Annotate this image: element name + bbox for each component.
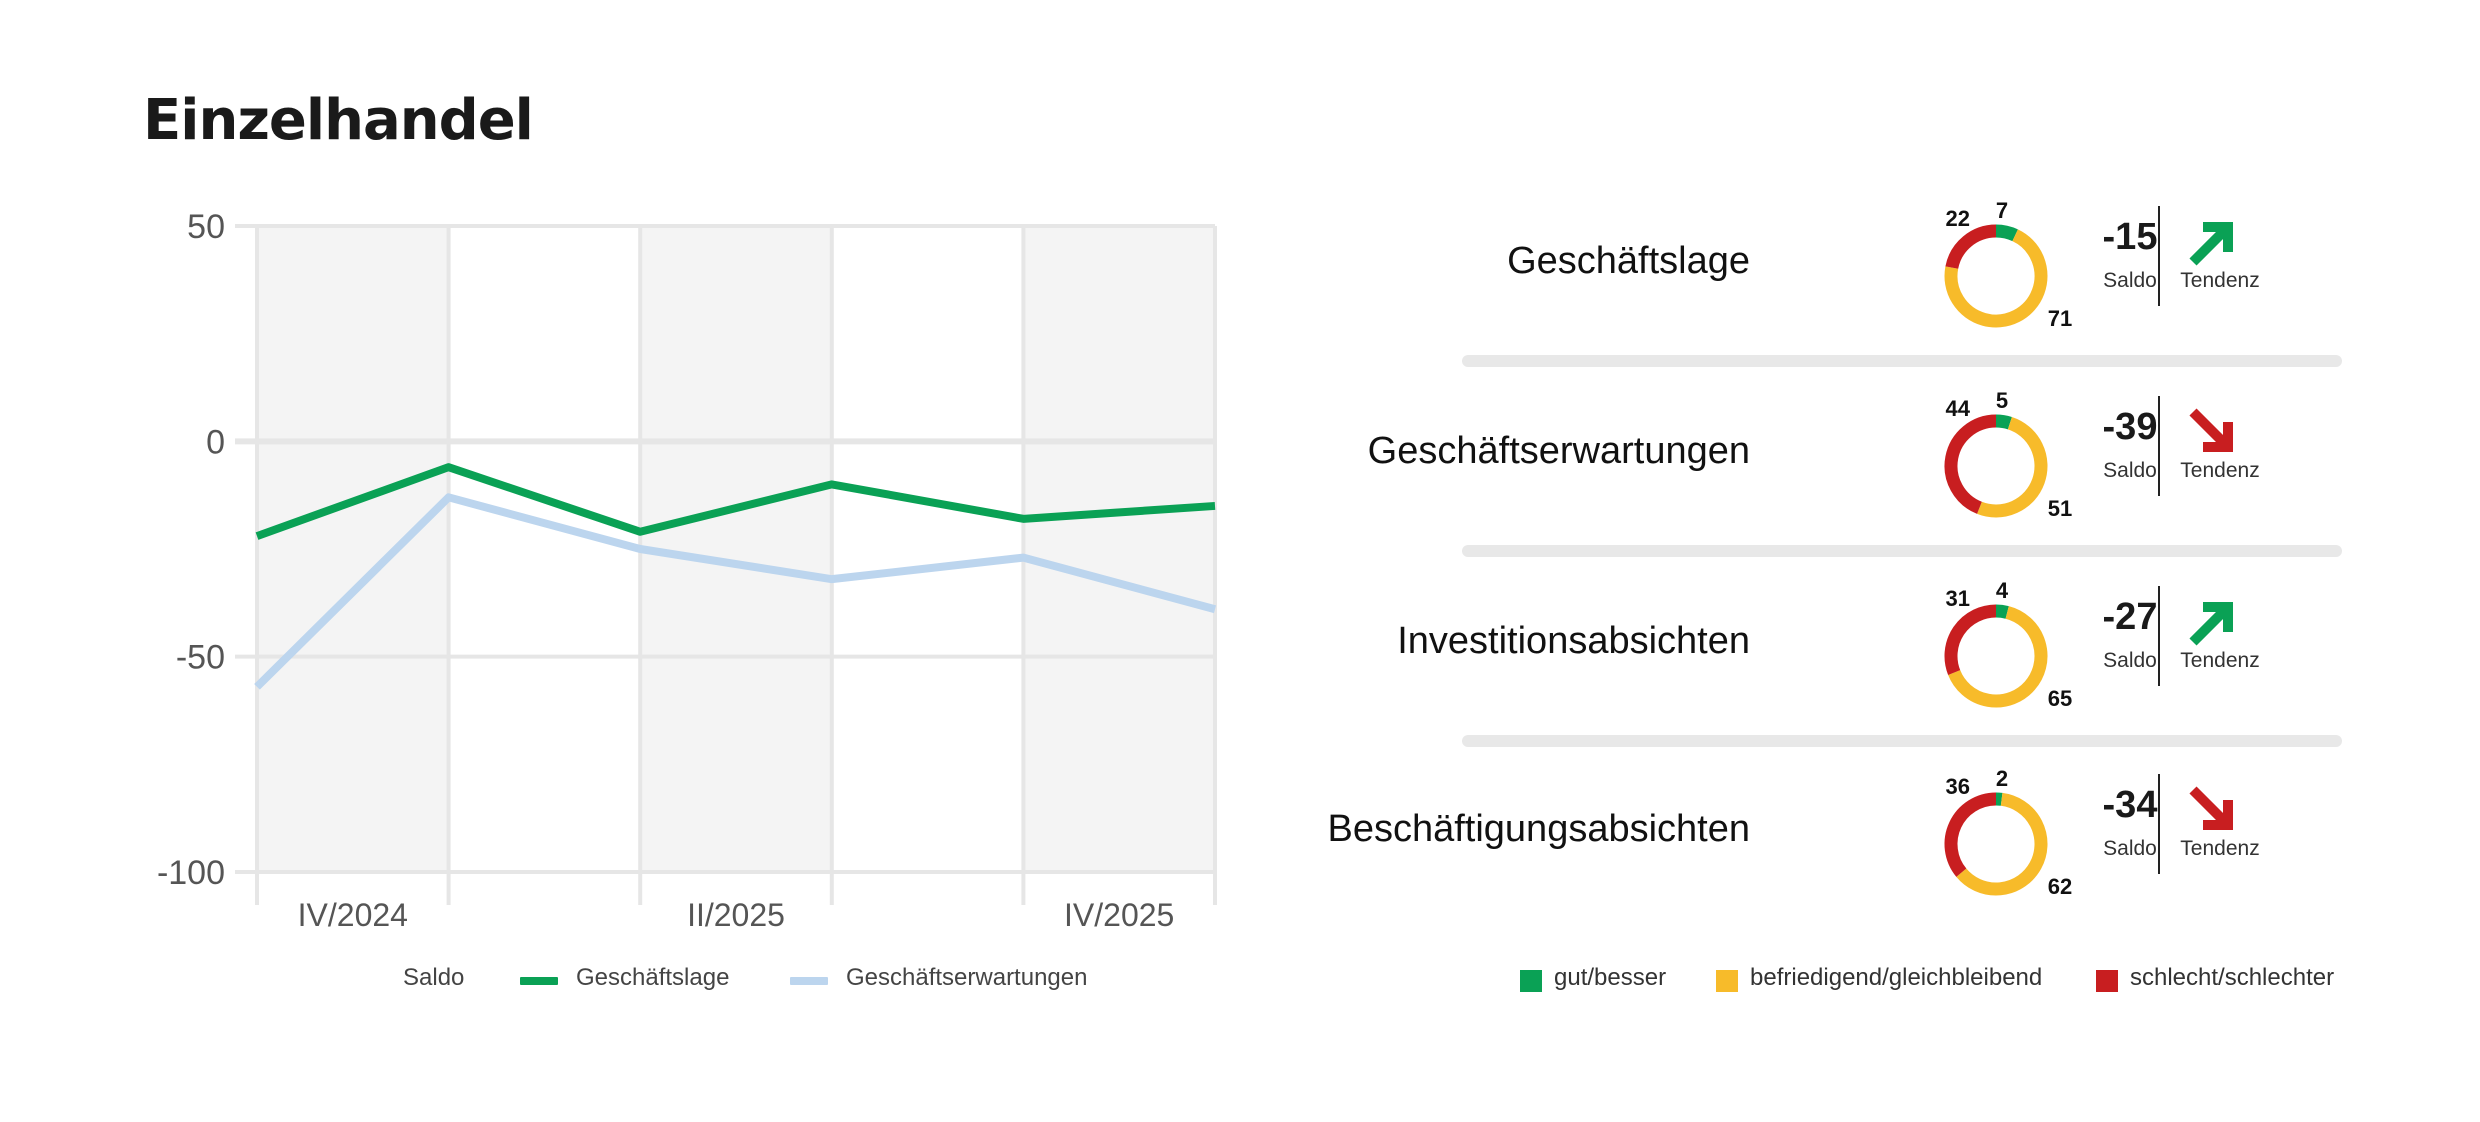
saldo-value: -27 bbox=[2102, 596, 2158, 638]
trend-up-icon bbox=[2189, 222, 2233, 266]
plot-band bbox=[1023, 226, 1215, 872]
donut-chart: 5 44 51 bbox=[1944, 388, 2072, 521]
donut-slice-gut bbox=[1995, 604, 2009, 619]
legend-label-geschaeftslage: Geschäftslage bbox=[576, 964, 730, 991]
legend-swatch-gut bbox=[1520, 970, 1542, 992]
donut-label-schlecht: 22 bbox=[1946, 206, 1970, 231]
trend-up-icon bbox=[2189, 602, 2233, 646]
legend-swatch-schlecht bbox=[2096, 970, 2118, 992]
tendency-label: Tendenz bbox=[2180, 649, 2260, 672]
donut-label-befriedigend: 62 bbox=[2048, 874, 2072, 899]
indicator-label: Beschäftigungsabsichten bbox=[1327, 808, 1750, 850]
donut-slice-befriedigend bbox=[1948, 606, 2048, 708]
trend-down-icon bbox=[2189, 786, 2233, 830]
legend-title: Saldo bbox=[403, 964, 465, 991]
line-chart-legend: Saldo Geschäftslage Geschäftserwartungen bbox=[0, 964, 1300, 998]
indicator-row-geschaeftserwartungen: Geschäftserwartungen 5 44 51 -39 Saldo Ten… bbox=[1368, 366, 2340, 536]
arrow-shaft bbox=[2189, 228, 2227, 266]
saldo-label: Saldo bbox=[2103, 459, 2157, 482]
row-divider bbox=[1462, 355, 2342, 367]
legend-label-schlecht: schlecht/schlechter bbox=[2130, 964, 2335, 991]
plot-band bbox=[257, 226, 449, 872]
donut-slice-befriedigend bbox=[1944, 229, 2048, 328]
saldo-value: -15 bbox=[2102, 216, 2158, 258]
donut-label-schlecht: 44 bbox=[1946, 396, 1971, 421]
series-line-geschaeftslage bbox=[255, 463, 1216, 540]
saldo-label: Saldo bbox=[2103, 269, 2157, 292]
indicator-row-geschaeftslage: Geschäftslage 7 22 71 -15 Saldo Tendenz bbox=[1460, 176, 2340, 346]
indicator-label: Geschäftslage bbox=[1507, 240, 1750, 282]
donut-chart: 2 36 62 bbox=[1944, 766, 2072, 899]
separator bbox=[2158, 774, 2160, 874]
donut-label-befriedigend: 65 bbox=[2048, 686, 2072, 711]
y-tick-label: -100 bbox=[157, 854, 225, 892]
trend-down-icon bbox=[2189, 408, 2233, 452]
arrow-shaft bbox=[2189, 786, 2227, 824]
saldo-label: Saldo bbox=[2103, 837, 2157, 860]
tendency-label: Tendenz bbox=[2180, 459, 2260, 482]
legend-label-geschaeftserwartungen: Geschäftserwartungen bbox=[846, 964, 1088, 991]
donut-label-befriedigend: 51 bbox=[2048, 496, 2072, 521]
indicator-label: Geschäftserwartungen bbox=[1367, 430, 1750, 472]
donut-slice-schlecht bbox=[1944, 414, 1997, 514]
legend-label-befriedigend: befriedigend/gleichbleibend bbox=[1750, 964, 2043, 991]
line-chart: 50 0 -50 -100 IV/2024 II/2025 IV/2025 bbox=[157, 208, 1217, 933]
separator bbox=[2158, 206, 2160, 306]
tendency-label: Tendenz bbox=[2180, 837, 2260, 860]
x-tick-label: IV/2024 bbox=[298, 897, 408, 933]
row-divider bbox=[1462, 545, 2342, 557]
donut-chart: 4 31 65 bbox=[1944, 578, 2072, 711]
x-tick-label: II/2025 bbox=[687, 897, 785, 933]
y-tick-label: -50 bbox=[176, 639, 225, 677]
indicator-row-beschaeftigungsabsichten: Beschäftigungsabsichten 2 36 62 -34 Saldo … bbox=[1327, 744, 2340, 914]
x-tick-label: IV/2025 bbox=[1064, 897, 1174, 933]
arrow-shaft bbox=[2189, 608, 2227, 646]
arrow-head bbox=[2203, 222, 2233, 252]
donut-slice-schlecht bbox=[1944, 604, 1997, 675]
donut-slice-gut bbox=[1995, 414, 2012, 430]
separator bbox=[2158, 586, 2160, 686]
donut-legend: gut/besser befriedigend/gleichbleibend s… bbox=[1500, 964, 2400, 998]
legend-swatch-geschaeftserwartungen bbox=[790, 977, 828, 985]
donut-slice-gut bbox=[1995, 224, 2018, 242]
series-line-geschaeftserwartungen bbox=[254, 493, 1217, 690]
separator bbox=[2158, 396, 2160, 496]
arrow-head bbox=[2203, 800, 2233, 830]
indicator-label: Investitionsabsichten bbox=[1397, 620, 1750, 662]
donut-slice-befriedigend bbox=[1956, 792, 2048, 896]
donut-slice-schlecht bbox=[1945, 224, 1997, 270]
indicator-row-investitionsabsichten: Investitionsabsichten 4 31 65 -27 Saldo Te… bbox=[1397, 556, 2340, 726]
arrow-head bbox=[2203, 422, 2233, 452]
page-title: Einzelhandel bbox=[143, 88, 534, 153]
saldo-value: -39 bbox=[2102, 406, 2158, 448]
arrow-shaft bbox=[2189, 408, 2227, 446]
legend-swatch-geschaeftslage bbox=[520, 977, 558, 985]
saldo-label: Saldo bbox=[2103, 649, 2157, 672]
donut-label-gut: 5 bbox=[1996, 388, 2008, 413]
saldo-value: -34 bbox=[2102, 784, 2158, 826]
donut-label-befriedigend: 71 bbox=[2048, 306, 2072, 331]
donut-slice-schlecht bbox=[1944, 792, 1997, 877]
tendency-label: Tendenz bbox=[2180, 269, 2260, 292]
donut-label-gut: 4 bbox=[1996, 578, 2009, 603]
plot-band bbox=[640, 226, 832, 872]
donut-slice-befriedigend bbox=[1977, 417, 2048, 518]
legend-label-gut: gut/besser bbox=[1554, 964, 1667, 991]
donut-chart: 7 22 71 bbox=[1944, 198, 2072, 331]
donut-label-gut: 7 bbox=[1996, 198, 2008, 223]
legend-swatch-befriedigend bbox=[1716, 970, 1738, 992]
donut-label-schlecht: 31 bbox=[1946, 586, 1970, 611]
y-tick-label: 50 bbox=[187, 208, 225, 246]
donut-label-gut: 2 bbox=[1996, 766, 2008, 791]
y-tick-label: 0 bbox=[206, 423, 225, 461]
donut-label-schlecht: 36 bbox=[1946, 774, 1970, 799]
arrow-head bbox=[2203, 602, 2233, 632]
row-divider bbox=[1462, 735, 2342, 747]
